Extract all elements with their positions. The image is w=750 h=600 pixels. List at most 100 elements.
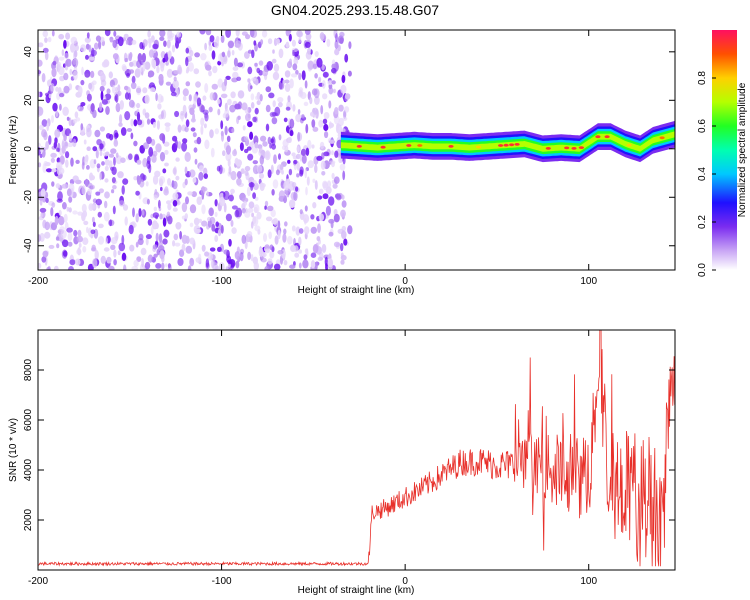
ridge-peak <box>571 147 577 150</box>
noise-speck <box>80 44 87 52</box>
noise-speck <box>217 228 222 237</box>
noise-speck <box>270 138 274 144</box>
noise-speck <box>201 244 206 252</box>
noise-speck <box>181 215 187 220</box>
noise-speck <box>293 57 299 65</box>
noise-speck <box>104 165 109 172</box>
x-tick-label: 100 <box>580 576 597 587</box>
noise-speck <box>235 260 240 269</box>
noise-speck <box>321 171 326 176</box>
noise-speck <box>328 86 334 95</box>
noise-speck <box>291 225 296 232</box>
noise-speck <box>128 153 133 160</box>
noise-speck <box>101 161 105 166</box>
noise-speck <box>220 93 228 99</box>
noise-speck <box>205 30 212 36</box>
noise-speck <box>287 60 292 67</box>
noise-speck <box>285 106 291 111</box>
noise-speck <box>311 144 315 149</box>
noise-speck <box>247 153 254 161</box>
noise-speck <box>218 164 223 175</box>
noise-speck <box>296 145 300 153</box>
noise-speck <box>112 53 119 60</box>
noise-speck <box>323 151 330 157</box>
noise-speck <box>298 236 302 246</box>
noise-speck <box>214 235 219 242</box>
noise-speck <box>67 241 73 247</box>
noise-speck <box>195 81 201 88</box>
ridge-peak <box>659 136 665 140</box>
noise-speck <box>173 70 180 75</box>
noise-speck <box>184 166 188 174</box>
y-tick-label: -20 <box>23 190 34 205</box>
noise-speck <box>84 178 89 187</box>
noise-speck <box>117 171 124 179</box>
noise-speck <box>103 247 110 252</box>
noise-speck <box>259 155 264 165</box>
noise-speck <box>175 157 180 162</box>
noise-speck <box>328 100 332 109</box>
noise-speck <box>246 231 253 237</box>
noise-speck <box>324 256 328 267</box>
noise-speck <box>156 249 160 256</box>
noise-speck <box>81 203 87 213</box>
noise-speck <box>78 243 82 248</box>
noise-speck <box>283 180 290 191</box>
noise-speck <box>162 217 167 227</box>
noise-speck <box>139 66 143 73</box>
colorbar-tick-label: 0.8 <box>697 71 708 85</box>
noise-speck <box>231 49 235 56</box>
noise-speck <box>248 182 255 188</box>
noise-speck <box>65 58 72 67</box>
noise-speck <box>185 119 190 128</box>
noise-speck <box>299 166 304 175</box>
ridge-peak <box>476 145 482 149</box>
noise-speck <box>86 146 91 151</box>
noise-speck <box>301 154 307 164</box>
noise-speck <box>258 60 264 66</box>
noise-speck <box>91 244 96 251</box>
noise-speck <box>250 221 254 229</box>
noise-speck <box>314 73 318 79</box>
noise-speck <box>326 38 331 48</box>
noise-speck <box>224 125 228 136</box>
noise-speck <box>235 40 242 48</box>
noise-speck <box>85 54 89 60</box>
noise-speck <box>158 176 166 184</box>
noise-speck <box>226 135 231 142</box>
noise-speck <box>174 110 180 118</box>
noise-speck <box>179 230 183 240</box>
noise-speck <box>258 70 264 76</box>
noise-speck <box>60 229 67 239</box>
noise-speck <box>185 81 191 87</box>
noise-speck <box>312 126 319 132</box>
noise-speck <box>41 119 48 127</box>
noise-speck <box>66 116 70 121</box>
noise-speck <box>124 92 130 100</box>
noise-speck <box>182 95 187 101</box>
noise-speck <box>181 142 188 152</box>
noise-speck <box>65 32 71 40</box>
noise-speck <box>41 73 46 83</box>
noise-speck <box>53 265 59 270</box>
x-tick-label: 0 <box>402 576 408 587</box>
noise-speck <box>90 229 96 235</box>
noise-speck <box>98 40 102 50</box>
noise-speck <box>95 149 99 159</box>
noise-speck <box>39 207 47 213</box>
noise-speck <box>66 188 72 197</box>
x-tick-label: -200 <box>28 276 48 287</box>
noise-speck <box>278 153 281 160</box>
noise-speck <box>224 108 230 118</box>
noise-speck <box>314 96 320 105</box>
noise-speck <box>39 199 43 206</box>
noise-speck <box>252 256 258 265</box>
noise-speck <box>304 41 311 49</box>
noise-speck <box>161 262 165 270</box>
x-tick-label: -100 <box>212 576 232 587</box>
noise-speck <box>58 216 65 226</box>
noise-speck <box>80 123 84 131</box>
noise-speck <box>104 237 109 245</box>
noise-speck <box>260 135 267 142</box>
